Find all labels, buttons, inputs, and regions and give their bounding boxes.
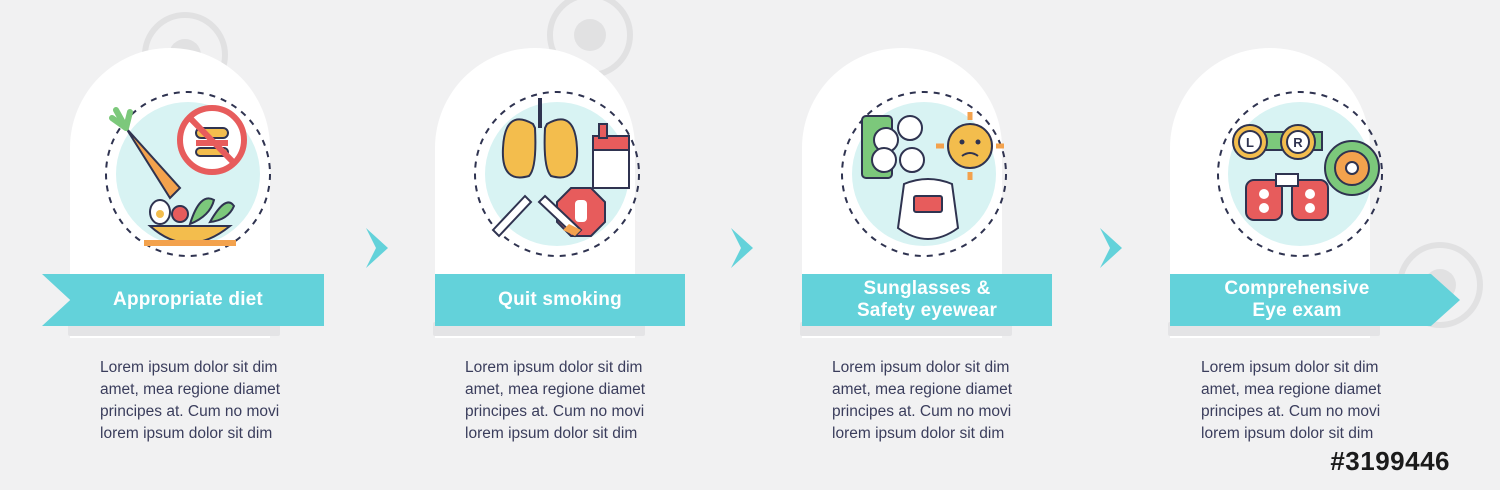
step-banner: Quit smoking (435, 274, 685, 326)
step-banner: Appropriate diet (42, 274, 324, 326)
chevron-right-icon (1100, 228, 1122, 268)
chevron-right-icon (731, 228, 753, 268)
step-eye-exam: L R Comprehensive Eye exam Lorem ipsum d… (1130, 0, 1460, 490)
step-description: Lorem ipsum dolor sit dim amet, mea regi… (832, 359, 1013, 442)
lens-left-label: L (1246, 135, 1254, 150)
lens-right-label: R (1293, 135, 1303, 150)
step-description: Lorem ipsum dolor sit dim amet, mea regi… (100, 359, 281, 442)
lungs-icon (474, 91, 640, 257)
chevron-right-icon (366, 228, 388, 268)
step-description: Lorem ipsum dolor sit dim amet, mea regi… (1201, 359, 1382, 442)
step-banner: Comprehensive Eye exam (1170, 274, 1460, 326)
step-banner: Sunglasses & Safety eyewear (802, 274, 1052, 326)
step-appropriate-diet: Appropriate diet Lorem ipsum dolor sit d… (30, 0, 324, 490)
step-title: Appropriate diet (113, 289, 263, 310)
step-title: Comprehensive Eye exam (1224, 278, 1370, 321)
step-eyewear: Sunglasses & Safety eyewear Lorem ipsum … (762, 0, 1052, 490)
eye-exam-icon: L R (1217, 91, 1383, 257)
step-title: Sunglasses & Safety eyewear (856, 278, 998, 321)
step-description: Lorem ipsum dolor sit dim amet, mea regi… (465, 359, 646, 442)
image-id-label: #3199446 (1330, 446, 1450, 476)
diet-icon (105, 91, 271, 257)
eyewear-icon (841, 91, 1007, 257)
step-quit-smoking: Quit smoking Lorem ipsum dolor sit dim a… (395, 0, 685, 490)
step-title: Quit smoking (498, 289, 622, 310)
